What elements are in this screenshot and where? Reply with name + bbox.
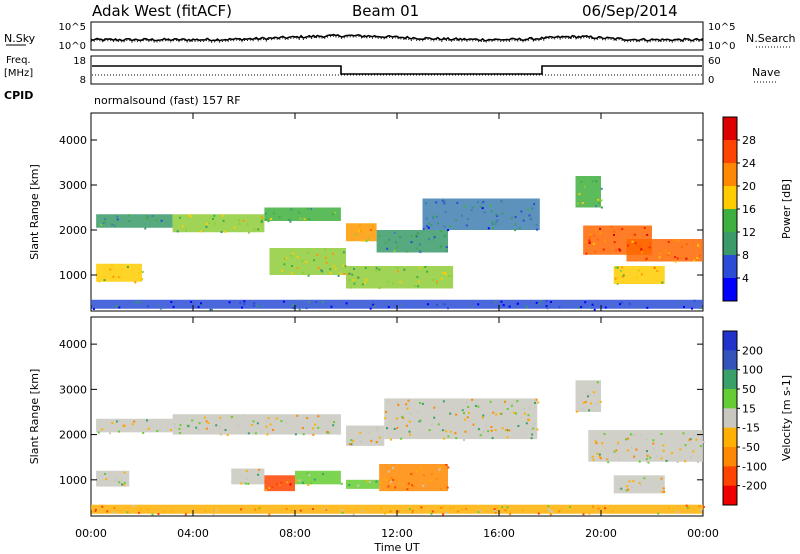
frequency-panel: Freq. [MHz] 18 8 60 0 Nave CPID normalso… <box>4 55 780 107</box>
beam-title: Beam 01 <box>352 2 419 20</box>
x-tick-label: 04:00 <box>177 527 209 540</box>
nave-tick-bottom: 0 <box>708 75 714 86</box>
y-tick-label: 4000 <box>59 338 87 351</box>
nave-tick-top: 60 <box>708 56 721 67</box>
cpid-text: normalsound (fast) 157 RF <box>94 94 241 107</box>
velocity-scatter-band <box>379 463 450 492</box>
power-scatter-band <box>422 198 540 232</box>
power-scatter-band <box>264 207 341 223</box>
colorbar-tick-label: -200 <box>742 480 767 493</box>
power-scatter-band <box>346 266 454 289</box>
velocity-scatter-band <box>264 475 295 492</box>
x-tick-label: 12:00 <box>381 527 413 540</box>
colorbar-label: Velocity [m s-1] <box>780 375 793 461</box>
sky-noise-panel: N.Sky 10^5 10^0 10^5 10^0 N.Search <box>4 21 796 52</box>
y-tick-label: 3000 <box>59 383 87 396</box>
velocity-scatter-band <box>231 468 266 485</box>
colorbar-tick-label: 12 <box>742 226 756 239</box>
colorbar-tick-label: 200 <box>742 344 763 357</box>
velocity-scatter-band <box>575 380 602 413</box>
freq-unit-label: [MHz] <box>4 68 33 79</box>
colorbar-tick-label: 16 <box>742 203 756 216</box>
y-tick-label: 1000 <box>59 269 87 282</box>
power-scatter-band <box>269 248 347 277</box>
x-tick-label: 16:00 <box>483 527 515 540</box>
velocity-scatter-band <box>384 398 540 441</box>
colorbar-tick-label: 8 <box>742 249 749 262</box>
colorbar-label: Power [dB] <box>780 179 793 239</box>
colorbar-tick-label: 15 <box>742 402 756 415</box>
colorbar-tick-label: -15 <box>742 422 760 435</box>
freq-tick-top: 18 <box>73 56 86 67</box>
nave-label: Nave <box>752 66 780 79</box>
velocity-scatter-band <box>346 479 380 489</box>
velocity-panel: 1000 2000 3000 4000 Slant Range [km] 200 100 50… <box>28 316 793 517</box>
freq-tick-bottom: 8 <box>80 75 86 86</box>
sky-tick-bottom-left: 10^0 <box>59 41 86 52</box>
freq-label: Freq. <box>6 55 31 66</box>
colorbar-tick-label: -50 <box>742 441 760 454</box>
y-tick-label: 1000 <box>59 474 87 487</box>
colorbar-tick-label: 100 <box>742 364 763 377</box>
power-scatter-band <box>376 230 448 254</box>
power-scatter-band <box>613 266 665 285</box>
n-sky-trace <box>90 33 704 42</box>
colorbar-tick-label: 50 <box>742 383 756 396</box>
velocity-scatter-band <box>96 470 130 487</box>
power-scatter-band <box>96 214 173 230</box>
frequency-trace <box>92 65 702 75</box>
colorbar-tick-label: 24 <box>742 157 756 170</box>
colorbar-tick-label: 20 <box>742 180 756 193</box>
power-panel: 1000 2000 3000 4000 Slant Range [km] 28 24 20 16… <box>28 112 793 312</box>
colorbar-tick-label: 28 <box>742 134 756 147</box>
power-scatter-band <box>91 299 703 311</box>
sky-tick-top-left: 10^5 <box>59 22 86 33</box>
y-tick-label: 2000 <box>59 429 87 442</box>
power-scatter-band <box>172 214 265 234</box>
velocity-scatter-band <box>172 414 341 436</box>
date-title: 06/Sep/2014 <box>582 2 678 20</box>
power-scatter-band <box>96 263 144 284</box>
sky-tick-top-right: 10^5 <box>708 22 735 33</box>
power-colorbar: 28 24 20 16 12 8 4 Power [dB] <box>722 116 793 302</box>
power-scatter-band <box>626 239 703 263</box>
y-tick-label: 3000 <box>59 179 87 192</box>
velocity-scatter-band <box>346 425 385 446</box>
time-axis: 00:00 04:00 08:00 12:00 16:00 20:00 00:00 <box>75 527 719 540</box>
power-scatter-band <box>575 176 603 209</box>
station-title: Adak West (fitACF) <box>92 2 232 20</box>
power-scatter-band <box>346 223 377 243</box>
colorbar-tick-label: 4 <box>742 272 749 285</box>
velocity-colorbar: 200 100 50 15 -15 -50 -100 -200 Velocity [m s-1] <box>722 330 793 506</box>
x-tick-label: 20:00 <box>585 527 617 540</box>
n-sky-label: N.Sky <box>4 32 36 45</box>
y-tick-label: 2000 <box>59 224 87 237</box>
velocity-scatter-band <box>295 470 343 486</box>
velocity-scatter-band <box>96 418 173 435</box>
n-search-label: N.Search <box>746 32 796 45</box>
velocity-scatter-band <box>613 475 666 494</box>
x-tick-label: 00:00 <box>75 527 107 540</box>
colorbar-tick-label: -100 <box>742 460 767 473</box>
y-tick-label: 4000 <box>59 134 87 147</box>
sky-tick-bottom-right: 10^0 <box>708 41 735 52</box>
x-axis-label: Time UT <box>373 541 419 554</box>
velocity-scatter-band <box>91 504 705 516</box>
y-axis-label: Slant Range [km] <box>28 164 41 260</box>
cpid-label: CPID <box>4 89 33 102</box>
y-axis-label: Slant Range [km] <box>28 369 41 465</box>
velocity-scatter-band <box>588 430 705 464</box>
x-tick-label: 00:00 <box>687 527 719 540</box>
x-tick-label: 08:00 <box>279 527 311 540</box>
